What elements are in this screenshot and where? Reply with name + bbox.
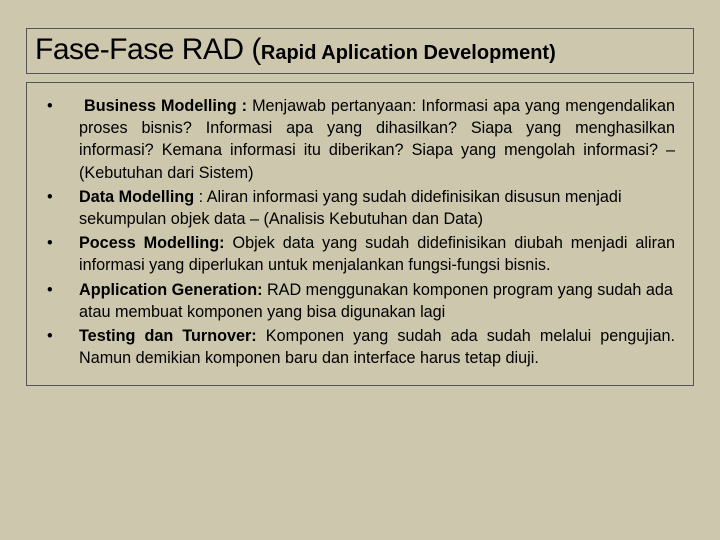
list-item-body: Data Modelling : Aliran informasi yang s…: [79, 186, 675, 230]
bullet-icon: •: [45, 325, 79, 369]
list-item-body: Pocess Modelling: Objek data yang sudah …: [79, 232, 675, 276]
list-item-body: Testing dan Turnover: Komponen yang suda…: [79, 325, 675, 369]
bullet-icon: •: [45, 186, 79, 230]
title-container: Fase-Fase RAD (Rapid Aplication Developm…: [26, 28, 694, 74]
list-item-label: Business Modelling :: [84, 97, 252, 115]
list-item-label: Data Modelling: [79, 188, 194, 206]
title-sub: Rapid Aplication Development): [261, 42, 556, 64]
list-item-body: Business Modelling : Menjawab pertanyaan…: [79, 95, 675, 184]
list-item: • Pocess Modelling: Objek data yang suda…: [45, 232, 675, 276]
bullet-icon: •: [45, 95, 79, 184]
list-item: • Testing dan Turnover: Komponen yang su…: [45, 325, 675, 369]
list-item-body: Application Generation: RAD menggunakan …: [79, 279, 675, 323]
bullet-icon: •: [45, 279, 79, 323]
list-item-label: Application Generation:: [79, 281, 262, 299]
content-container: • Business Modelling : Menjawab pertanya…: [26, 82, 694, 386]
bullet-icon: •: [45, 232, 79, 276]
bullet-list: • Business Modelling : Menjawab pertanya…: [45, 95, 675, 369]
list-item-label: Pocess Modelling:: [79, 234, 225, 252]
slide: Fase-Fase RAD (Rapid Aplication Developm…: [0, 0, 720, 540]
list-item: • Application Generation: RAD menggunaka…: [45, 279, 675, 323]
list-item: • Data Modelling : Aliran informasi yang…: [45, 186, 675, 230]
title-main: Fase-Fase RAD (: [35, 33, 261, 66]
list-item-label: Testing dan Turnover:: [79, 327, 257, 345]
list-item: • Business Modelling : Menjawab pertanya…: [45, 95, 675, 184]
